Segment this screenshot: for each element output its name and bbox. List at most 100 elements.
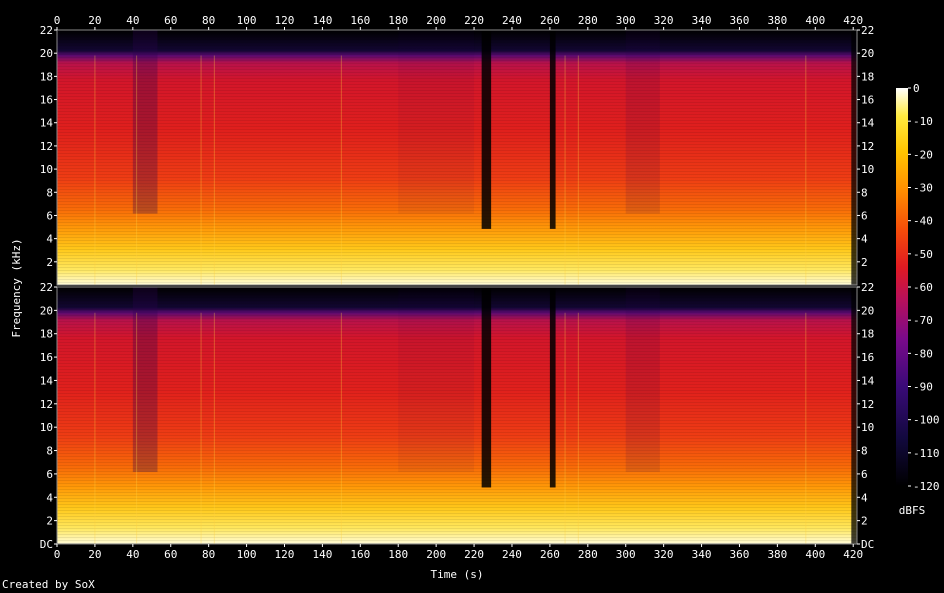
x-tick-label: 300 bbox=[616, 548, 636, 561]
x-tick-label: 60 bbox=[164, 14, 177, 27]
x-tick-label: 340 bbox=[692, 14, 712, 27]
spectrogram-texture bbox=[57, 30, 857, 285]
x-tick-label: 400 bbox=[805, 548, 825, 561]
colorbar-tick-label: -50 bbox=[913, 248, 933, 261]
x-tick-label: 80 bbox=[202, 14, 215, 27]
channel-panel-1 bbox=[56, 29, 858, 286]
quiet-region bbox=[625, 30, 660, 214]
y-tick-label: 8 bbox=[861, 186, 868, 199]
x-tick-label: 120 bbox=[275, 548, 295, 561]
y-tick-label: 16 bbox=[861, 94, 874, 107]
colorbar-tick-label: -20 bbox=[913, 148, 933, 161]
x-tick-label: 340 bbox=[692, 548, 712, 561]
x-tick-label: 300 bbox=[616, 14, 636, 27]
y-tick-label: 2 bbox=[46, 256, 53, 269]
y-tick-label: 14 bbox=[861, 374, 875, 387]
y-tick-label: 12 bbox=[861, 140, 874, 153]
x-axis-label: Time (s) bbox=[431, 568, 484, 581]
x-tick-label: 180 bbox=[388, 14, 408, 27]
y-tick-label: 16 bbox=[40, 351, 53, 364]
y-tick-label: 8 bbox=[861, 445, 868, 458]
colorbar-gradient bbox=[896, 88, 908, 486]
y-tick-label: 20 bbox=[40, 304, 53, 317]
x-axis-top: 0 20 40 60 80 100 120 140 160 180 200 220 240 260 280 3… bbox=[54, 14, 863, 30]
x-tick-label: 360 bbox=[730, 548, 750, 561]
footer-credit: Created by SoX bbox=[2, 578, 95, 591]
y-tick-label: 22 bbox=[40, 281, 53, 294]
y-tick-label: 8 bbox=[46, 186, 53, 199]
y-tick-label: 6 bbox=[46, 468, 53, 481]
y-tick-label: DC bbox=[40, 538, 53, 551]
x-tick-label: 160 bbox=[350, 548, 370, 561]
x-tick-label: 120 bbox=[275, 14, 295, 27]
y-tick-label: 6 bbox=[46, 209, 53, 222]
x-tick-label: 160 bbox=[350, 14, 370, 27]
x-tick-label: 280 bbox=[578, 14, 598, 27]
quiet-region bbox=[549, 30, 556, 229]
y-tick-label: 12 bbox=[40, 398, 53, 411]
x-tick-label: 180 bbox=[388, 548, 408, 561]
x-tick-label: 240 bbox=[502, 548, 522, 561]
y-tick-label: 2 bbox=[861, 256, 868, 269]
y-tick-label: 14 bbox=[861, 117, 875, 130]
y-tick-label: 4 bbox=[861, 491, 868, 504]
y-tick-label: 12 bbox=[861, 398, 874, 411]
x-tick-label: 400 bbox=[805, 14, 825, 27]
x-tick-label: 40 bbox=[126, 548, 139, 561]
x-tick-label: 380 bbox=[767, 14, 787, 27]
colorbar-tick-label: -30 bbox=[913, 182, 933, 195]
quiet-region bbox=[398, 287, 475, 473]
x-tick-label: 240 bbox=[502, 14, 522, 27]
y-tick-label: 6 bbox=[861, 209, 868, 222]
x-tick-label: 200 bbox=[426, 548, 446, 561]
colorbar: 0 -10 -20 -30 -40 -50 -60 -70 -80 -90 -100 -110 -120… bbox=[896, 82, 940, 517]
y-tick-label: 10 bbox=[40, 421, 53, 434]
fade-out-region bbox=[851, 287, 857, 544]
y-tick-label: 8 bbox=[46, 445, 53, 458]
y-tick-label: 18 bbox=[40, 70, 53, 83]
x-tick-label: 20 bbox=[88, 548, 101, 561]
x-tick-label: 320 bbox=[654, 548, 674, 561]
y-tick-label: 18 bbox=[861, 328, 874, 341]
x-tick-label: 220 bbox=[464, 548, 484, 561]
x-tick-label: 420 bbox=[843, 14, 863, 27]
x-tick-label: 420 bbox=[843, 548, 863, 561]
x-tick-label: 0 bbox=[54, 14, 61, 27]
quiet-region bbox=[398, 30, 475, 214]
x-tick-label: 140 bbox=[312, 548, 332, 561]
spectrogram-texture bbox=[57, 287, 857, 544]
y-tick-label: 18 bbox=[40, 328, 53, 341]
x-axis-bottom: 0 20 40 60 80 100 120 140 160 180 200 220 240 260 280 3… bbox=[54, 544, 863, 561]
panel-frame bbox=[56, 286, 858, 545]
x-tick-label: 360 bbox=[730, 14, 750, 27]
y-tick-label: 4 bbox=[46, 233, 53, 246]
colorbar-tick-label: -110 bbox=[913, 447, 940, 460]
y-tick-label: 10 bbox=[861, 163, 874, 176]
x-tick-label: 100 bbox=[237, 14, 257, 27]
y-tick-label: 2 bbox=[861, 515, 868, 528]
x-tick-label: 380 bbox=[767, 548, 787, 561]
y-axis-label: Frequency (kHz) bbox=[10, 238, 23, 337]
x-tick-label: 220 bbox=[464, 14, 484, 27]
quiet-region bbox=[132, 30, 158, 214]
x-tick-label: 40 bbox=[126, 14, 139, 27]
x-tick-label: 100 bbox=[237, 548, 257, 561]
quiet-region bbox=[549, 287, 556, 488]
colorbar-tick-label: 0 bbox=[913, 82, 920, 95]
y-tick-label: 2 bbox=[46, 515, 53, 528]
y-tick-label: 20 bbox=[861, 304, 874, 317]
y-tick-label: 18 bbox=[861, 70, 874, 83]
colorbar-tick-label: -100 bbox=[913, 414, 940, 427]
panel-frame bbox=[56, 29, 858, 286]
x-tick-label: 280 bbox=[578, 548, 598, 561]
y-tick-label: 20 bbox=[40, 47, 53, 60]
quiet-region bbox=[625, 287, 660, 473]
y-tick-label: 14 bbox=[40, 117, 54, 130]
x-tick-label: 60 bbox=[164, 548, 177, 561]
y-tick-label: 12 bbox=[40, 140, 53, 153]
colorbar-tick-label: -10 bbox=[913, 115, 933, 128]
y-tick-label: 4 bbox=[46, 491, 53, 504]
x-tick-label: 140 bbox=[312, 14, 332, 27]
x-tick-label: 260 bbox=[540, 548, 560, 561]
